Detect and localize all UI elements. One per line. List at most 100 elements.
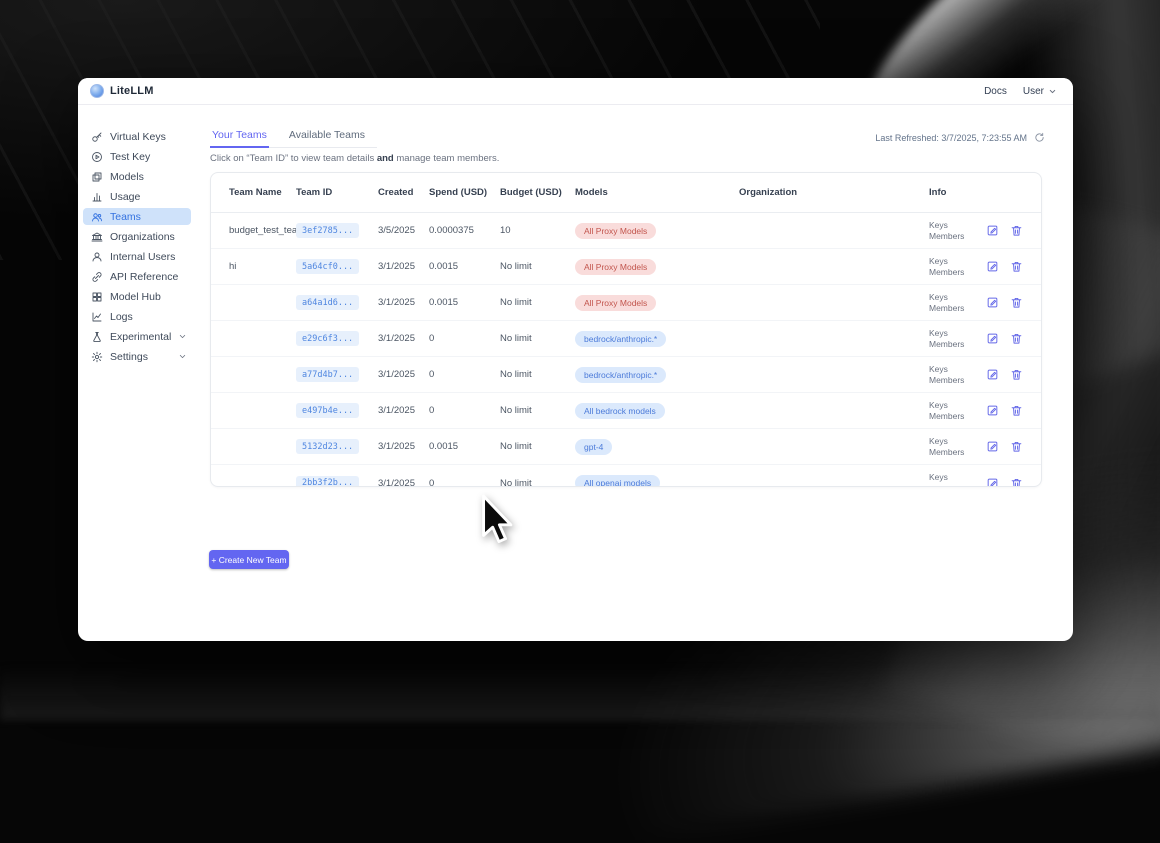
sidebar-item-organizations[interactable]: Organizations (83, 228, 191, 245)
sidebar-item-logs[interactable]: Logs (83, 308, 191, 325)
members-link[interactable]: Members (929, 339, 965, 349)
key-icon (91, 131, 103, 143)
bank-icon (91, 231, 103, 243)
flask-icon (91, 331, 103, 343)
tab-available-teams[interactable]: Available Teams (288, 129, 365, 141)
last-refreshed-text: Last Refreshed: 3/7/2025, 7:23:55 AM (875, 132, 1027, 143)
edit-team-icon[interactable] (986, 477, 999, 486)
members-link[interactable]: Members (929, 411, 965, 421)
keys-link[interactable]: Keys (929, 472, 948, 483)
edit-team-icon[interactable] (986, 440, 999, 453)
created-cell: 3/1/2025 (378, 369, 415, 380)
refresh-icon[interactable] (1034, 132, 1045, 143)
sidebar-item-settings[interactable]: Settings (83, 348, 191, 365)
header-created: Created (378, 187, 414, 198)
members-link[interactable]: Members (929, 447, 965, 457)
keys-link[interactable]: Keys (929, 435, 948, 446)
edit-team-icon[interactable] (986, 368, 999, 381)
spend-cell: 0.0015 (429, 441, 459, 452)
tab-your-teams[interactable]: Your Teams (210, 129, 269, 148)
line-chart-icon (91, 311, 103, 323)
spend-cell: 0.0000375 (429, 225, 474, 236)
gear-icon (91, 351, 103, 363)
table-row: 5132d23... 3/1/2025 0.0015 No limit gpt-… (211, 429, 1041, 465)
models-badge: All Proxy Models (575, 222, 657, 239)
created-cell: 3/1/2025 (378, 405, 415, 416)
models-badge: bedrock/anthropic.* (575, 366, 667, 383)
budget-cell: No limit (500, 333, 532, 344)
members-link[interactable]: Members (929, 267, 965, 277)
grid-icon (91, 291, 103, 303)
delete-team-icon[interactable] (1010, 477, 1023, 486)
sidebar-item-test-key[interactable]: Test Key (83, 148, 191, 165)
sidebar-item-experimental[interactable]: Experimental (83, 328, 191, 345)
team-id-link[interactable]: a77d4b7... (296, 367, 360, 382)
table-row: budget_test_team 3ef2785... 3/5/2025 0.0… (211, 213, 1041, 249)
models-badge: gpt-4 (575, 438, 613, 455)
brand-name: LiteLLM (110, 85, 154, 97)
create-new-team-button[interactable]: + Create New Team (209, 550, 289, 569)
edit-team-icon[interactable] (986, 224, 999, 237)
team-id-link[interactable]: 3ef2785... (296, 223, 360, 238)
delete-team-icon[interactable] (1010, 404, 1023, 417)
spend-cell: 0.0015 (429, 261, 459, 272)
team-id-link[interactable]: e29c6f3... (296, 331, 360, 346)
edit-team-icon[interactable] (986, 260, 999, 273)
sidebar-item-label: Experimental (110, 330, 172, 343)
team-id-link[interactable]: 5a64cf0... (296, 259, 360, 274)
docs-link[interactable]: Docs (984, 85, 1007, 97)
delete-team-icon[interactable] (1010, 440, 1023, 453)
members-link[interactable]: Members (929, 375, 965, 385)
header-budget: Budget (USD) (500, 187, 562, 198)
members-link[interactable]: Members (929, 303, 965, 313)
sidebar-item-label: Teams (110, 210, 141, 223)
sidebar-item-usage[interactable]: Usage (83, 188, 191, 205)
budget-cell: No limit (500, 369, 532, 380)
sidebar-item-label: Internal Users (110, 250, 176, 263)
header-team-name: Team Name (229, 187, 282, 198)
members-link[interactable]: Members (929, 484, 980, 487)
keys-link[interactable]: Keys (929, 255, 948, 266)
keys-link[interactable]: Keys (929, 219, 948, 230)
sidebar-item-label: Organizations (110, 230, 175, 243)
budget-cell: No limit (500, 297, 532, 308)
sidebar-item-label: Settings (110, 350, 148, 363)
user-menu[interactable]: User (1023, 86, 1057, 97)
keys-link[interactable]: Keys (929, 327, 948, 338)
sidebar-item-models[interactable]: Models (83, 168, 191, 185)
keys-link[interactable]: Keys (929, 399, 948, 410)
team-id-link[interactable]: 5132d23... (296, 439, 360, 454)
main-content: Your Teams Available Teams Last Refreshe… (196, 105, 1073, 641)
team-id-link[interactable]: e497b4e... (296, 403, 360, 418)
team-id-link[interactable]: 2bb3f2b... (296, 475, 360, 486)
sidebar-item-internal-users[interactable]: Internal Users (83, 248, 191, 265)
edit-team-icon[interactable] (986, 404, 999, 417)
sidebar-item-teams[interactable]: Teams (83, 208, 191, 225)
delete-team-icon[interactable] (1010, 224, 1023, 237)
spend-cell: 0 (429, 369, 435, 380)
table-row: 2bb3f2b... 3/1/2025 0 No limit All opena… (211, 465, 1041, 487)
spend-cell: 0.0015 (429, 297, 459, 308)
delete-team-icon[interactable] (1010, 332, 1023, 345)
app-window: LiteLLM Docs User Virtual Keys Test Key (78, 78, 1073, 641)
sidebar-item-virtual-keys[interactable]: Virtual Keys (83, 128, 191, 145)
sidebar-item-api-reference[interactable]: API Reference (83, 268, 191, 285)
delete-team-icon[interactable] (1010, 296, 1023, 309)
delete-team-icon[interactable] (1010, 260, 1023, 273)
sidebar-item-label: Test Key (110, 150, 151, 163)
user-icon (91, 251, 103, 263)
header-models: Models (575, 187, 608, 198)
edit-team-icon[interactable] (986, 296, 999, 309)
team-name-cell: hi (229, 261, 237, 272)
bar-chart-icon (91, 191, 103, 203)
litellm-logo-icon (90, 84, 104, 98)
edit-team-icon[interactable] (986, 332, 999, 345)
sidebar-item-model-hub[interactable]: Model Hub (83, 288, 191, 305)
delete-team-icon[interactable] (1010, 368, 1023, 381)
team-id-link[interactable]: a64a1d6... (296, 295, 360, 310)
created-cell: 3/1/2025 (378, 441, 415, 452)
keys-link[interactable]: Keys (929, 291, 948, 302)
keys-link[interactable]: Keys (929, 363, 948, 374)
team-icon (91, 211, 103, 223)
members-link[interactable]: Members (929, 231, 965, 241)
